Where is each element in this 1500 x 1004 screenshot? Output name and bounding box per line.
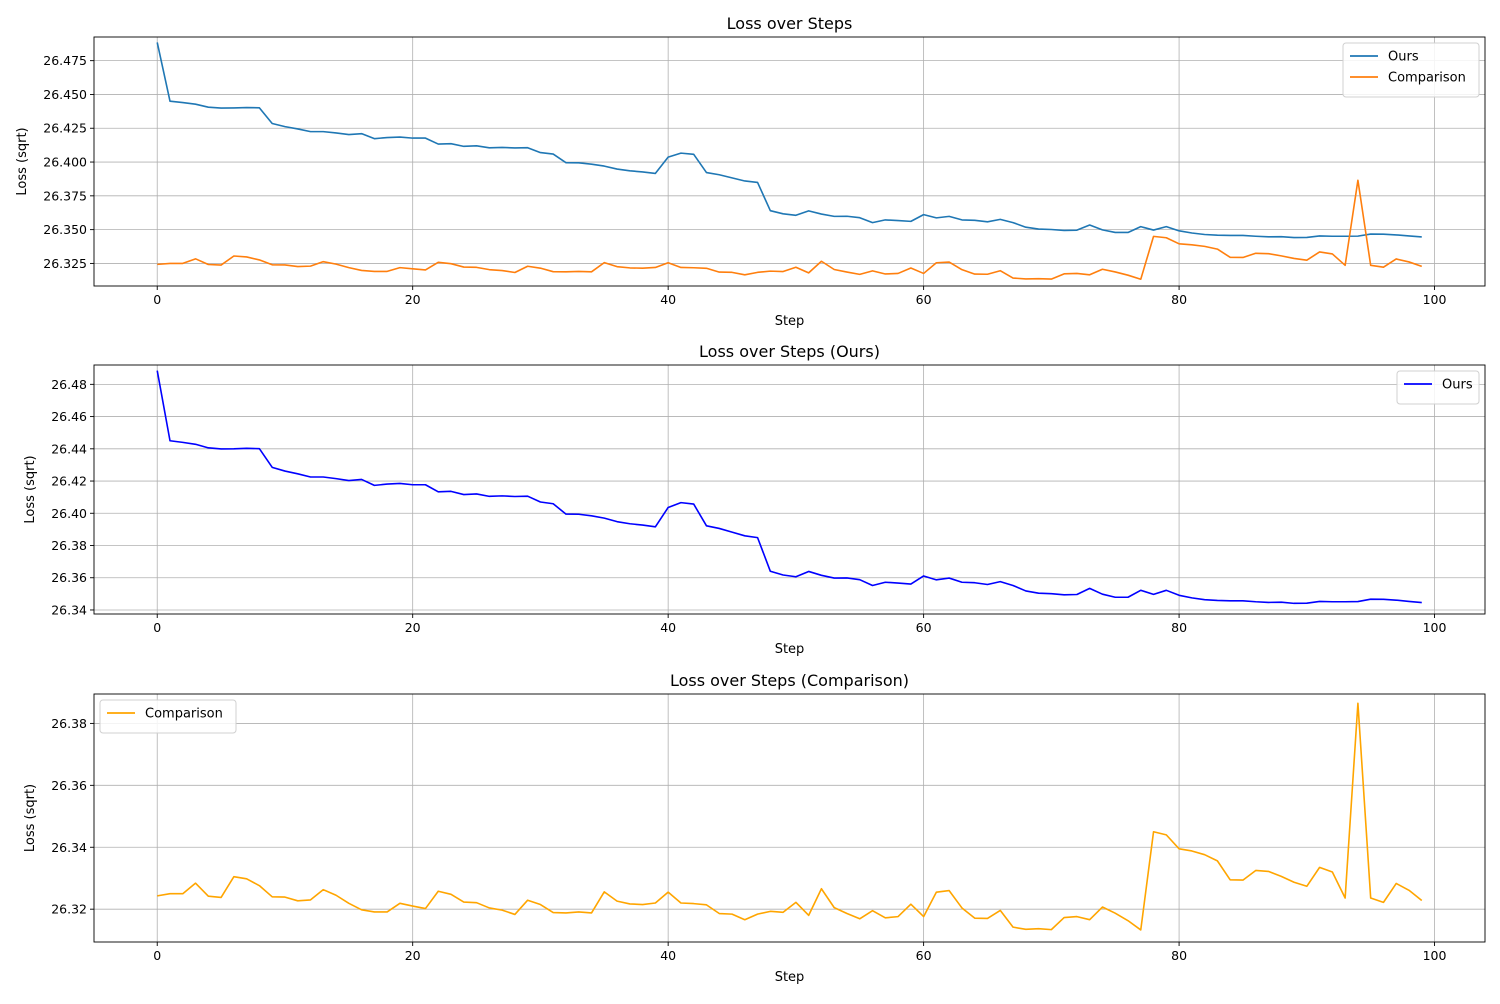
x-tick-label: 80 [1171, 948, 1187, 963]
y-tick-label: 26.425 [43, 121, 87, 136]
x-axis-label: Step [775, 314, 805, 329]
y-axis-label: Loss (sqrt) [23, 455, 38, 523]
x-tick-label: 40 [660, 948, 676, 963]
x-tick-label: 40 [660, 292, 676, 307]
y-tick-label: 26.32 [51, 902, 87, 917]
chart-panels: 0 20 40 60 80 10026.32526.35026.37526.40026.4… [15, 14, 1486, 985]
y-tick-label: 26.350 [43, 222, 87, 237]
y-tick-label: 26.34 [51, 840, 87, 855]
series-line-ours [156, 370, 1422, 605]
legend-label-comparison: Comparison [1388, 71, 1466, 86]
chart-title: Loss over Steps (Comparison) [670, 671, 909, 690]
axes-frame [93, 693, 1486, 943]
x-tick-label: 60 [916, 292, 932, 307]
y-tick-label: 26.46 [51, 409, 87, 424]
series-line-comparison [157, 179, 1423, 281]
y-tick-label: 26.42 [51, 474, 87, 489]
y-tick-label: 26.38 [51, 716, 87, 731]
y-axis-label: Loss (sqrt) [15, 127, 30, 195]
chart-title: Loss over Steps (Ours) [699, 342, 880, 361]
x-tick-label: 20 [405, 948, 421, 963]
y-tick-label: 26.40 [51, 506, 87, 521]
y-tick-label: 26.38 [51, 538, 87, 553]
legend: Ours [1396, 370, 1480, 405]
x-tick-label: 20 [405, 292, 421, 307]
legend-box [1396, 370, 1480, 405]
x-axis-label: Step [775, 642, 805, 657]
x-tick-label: 100 [1423, 292, 1447, 307]
x-tick-label: 100 [1423, 620, 1447, 635]
x-tick-label: 80 [1171, 620, 1187, 635]
chart-title: Loss over Steps [727, 14, 853, 33]
chart-panel-3: 0 20 40 60 80 100 26.32 26.34 26.36 26.38 Loss ove… [23, 671, 1486, 985]
y-tick-label: 26.325 [43, 256, 87, 271]
x-axis-label: Step [775, 970, 805, 985]
y-tick-label: 26.475 [43, 53, 87, 68]
y-tick-label: 26.34 [51, 602, 87, 617]
chart-panel-2: 0 20 40 60 80 100 26.34 26.36 26.38 26.40 26.42 26.… [23, 342, 1486, 657]
y-tick-label: 26.450 [43, 87, 87, 102]
x-tick-label: 0 [153, 620, 161, 635]
legend: Comparison [99, 699, 237, 734]
x-tick-label: 60 [916, 948, 932, 963]
x-tick-label: 0 [153, 292, 161, 307]
legend-box [99, 699, 237, 734]
y-axis-label: Loss (sqrt) [23, 784, 38, 852]
legend: Ours Comparison [1342, 42, 1480, 98]
x-tick-label: 20 [405, 620, 421, 635]
x-tick-label: 60 [916, 620, 932, 635]
x-tick-label: 0 [153, 948, 161, 963]
series-line-comparison [157, 702, 1423, 931]
legend-label-ours: Ours [1388, 50, 1419, 65]
axes-frame [93, 364, 1486, 615]
series-line-ours [156, 42, 1422, 239]
legend-label-ours: Ours [1442, 378, 1473, 393]
y-tick-label: 26.400 [43, 155, 87, 170]
y-tick-label: 26.375 [43, 188, 87, 203]
y-tick-label: 26.36 [51, 778, 87, 793]
x-tick-label: 80 [1171, 292, 1187, 307]
y-tick-label: 26.44 [51, 441, 87, 456]
chart-panel-1: 0 20 40 60 80 100 26.325 26.350 26.375 26.400 26.4… [15, 14, 1486, 329]
x-tick-label: 40 [660, 620, 676, 635]
axes-frame [93, 36, 1486, 287]
y-tick-label: 26.48 [51, 377, 87, 392]
legend-label-comparison: Comparison [145, 707, 223, 722]
y-tick-label: 26.36 [51, 570, 87, 585]
x-tick-label: 100 [1423, 948, 1447, 963]
